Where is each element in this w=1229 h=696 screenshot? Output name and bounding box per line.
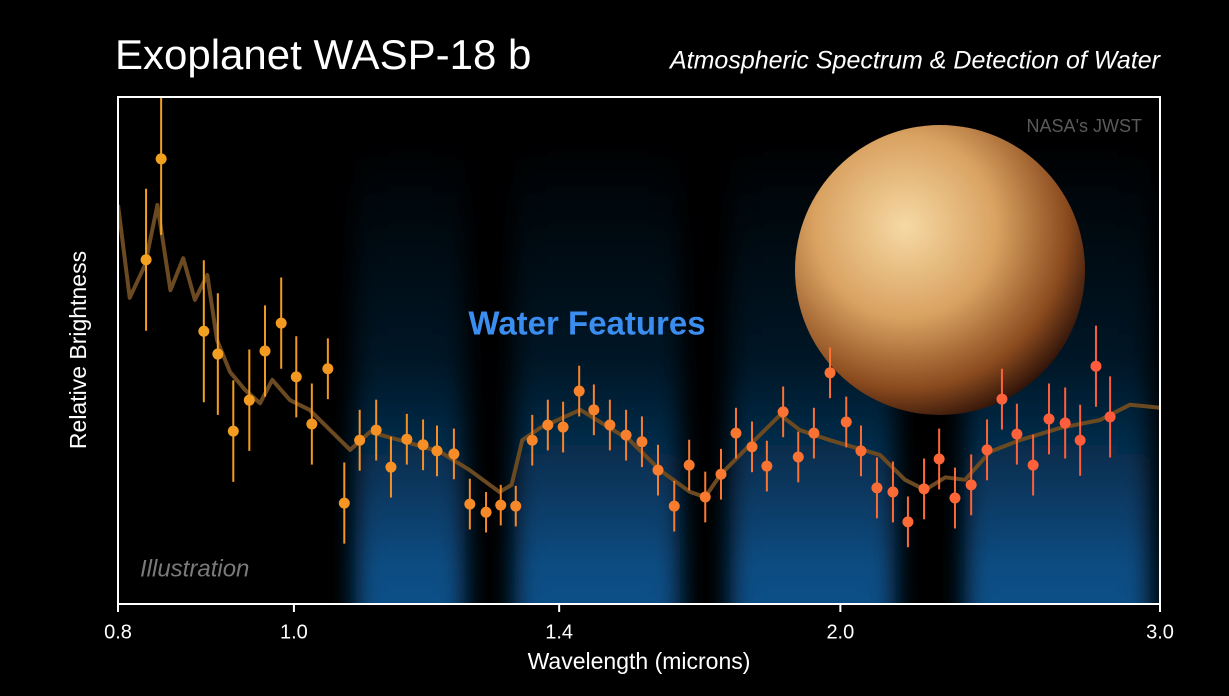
data-point [902, 516, 913, 527]
page: {"chart_data": { "type": "scatter", "tit… [0, 0, 1229, 696]
data-point [966, 479, 977, 490]
data-point [495, 500, 506, 511]
x-tick-label: 1.0 [280, 621, 308, 643]
data-point [588, 404, 599, 415]
data-point [1075, 435, 1086, 446]
data-point [339, 498, 350, 509]
x-tick-label: 3.0 [1146, 621, 1174, 643]
data-point [761, 461, 772, 472]
water-band [355, 137, 465, 644]
data-point [1011, 429, 1022, 440]
data-point [276, 318, 287, 329]
illustration-label: NASA's JWST [1027, 116, 1142, 136]
data-point [448, 448, 459, 459]
data-point [431, 445, 442, 456]
data-point [855, 445, 866, 456]
data-point [401, 434, 412, 445]
y-axis-label: Relative Brightness [65, 251, 91, 449]
data-point [700, 492, 711, 503]
data-point [949, 493, 960, 504]
data-point [1044, 413, 1055, 424]
data-point [212, 349, 223, 360]
x-axis-label: Wavelength (microns) [528, 648, 751, 674]
x-tick-label: 1.4 [545, 621, 573, 643]
data-point [418, 439, 429, 450]
data-point [291, 371, 302, 382]
data-point [996, 394, 1007, 405]
data-point [156, 153, 167, 164]
chart-subtitle: Atmospheric Spectrum & Detection of Wate… [668, 47, 1162, 75]
data-point [604, 420, 615, 431]
data-point [371, 425, 382, 436]
data-point [871, 482, 882, 493]
data-point [244, 395, 255, 406]
data-point [260, 346, 271, 357]
data-point [778, 406, 789, 417]
data-point [887, 486, 898, 497]
data-point [464, 499, 475, 510]
data-point [982, 444, 993, 455]
data-point [808, 428, 819, 439]
data-point [653, 465, 664, 476]
data-point [354, 435, 365, 446]
data-point [730, 428, 741, 439]
chart: Exoplanet WASP-18 b Atmospheric Spectrum… [0, 0, 1229, 696]
data-point [198, 326, 209, 337]
data-point [322, 363, 333, 374]
data-point [385, 462, 396, 473]
chart-title: Exoplanet WASP-18 b [115, 31, 531, 78]
data-point [1105, 411, 1116, 422]
data-point [1090, 361, 1101, 372]
water-features-label: Water Features [468, 305, 705, 342]
data-point [684, 460, 695, 471]
data-point [306, 419, 317, 430]
data-point [825, 367, 836, 378]
credit-label: Illustration [140, 555, 249, 582]
data-point [715, 469, 726, 480]
data-point [1028, 460, 1039, 471]
data-point [558, 422, 569, 433]
data-point [228, 426, 239, 437]
data-point [621, 430, 632, 441]
water-band [514, 137, 680, 644]
data-point [510, 501, 521, 512]
data-point [636, 436, 647, 447]
data-point [481, 507, 492, 518]
data-point [747, 441, 758, 452]
data-point [1060, 418, 1071, 429]
data-point [934, 453, 945, 464]
data-point [542, 420, 553, 431]
data-point [141, 254, 152, 265]
data-point [919, 483, 930, 494]
data-point [669, 501, 680, 512]
data-point [574, 386, 585, 397]
data-point [841, 416, 852, 427]
x-tick-label: 0.8 [104, 621, 132, 643]
data-point [793, 451, 804, 462]
planet-illustration [795, 125, 1085, 415]
x-tick-label: 2.0 [826, 621, 854, 643]
data-point [527, 435, 538, 446]
